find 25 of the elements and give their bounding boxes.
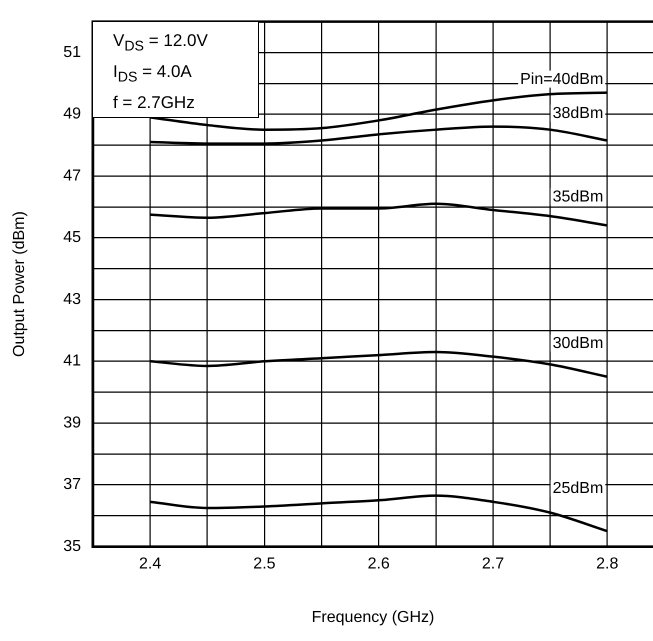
series-label: 35dBm xyxy=(552,188,604,206)
y-tick-label: 43 xyxy=(63,290,82,308)
y-tick-label: 45 xyxy=(63,229,82,246)
y-tick-label: 51 xyxy=(63,44,82,61)
y-tick-label: 49 xyxy=(63,106,82,123)
y-tick-label: 41 xyxy=(63,352,82,370)
y-tick-label: 47 xyxy=(63,167,82,184)
note-box: V$_{DS}$ = 12.0V I$_{DS}$ = 4.0A f = 2.7GHz xyxy=(92,22,259,118)
x-tick-label: 2.6 xyxy=(368,556,390,573)
annotation: V$_{DS}$ = 12.0V xyxy=(112,30,209,56)
y-tick-label: 37 xyxy=(63,476,82,494)
series-label: 38dBm xyxy=(552,105,604,122)
x-tick-label: 2.4 xyxy=(139,556,162,573)
annotation: f = 2.7GHz xyxy=(112,92,196,114)
x-tick-label: 2.7 xyxy=(482,556,504,573)
y-tick-label: 35 xyxy=(63,538,82,556)
annotation: I$_{DS}$ = 4.0A xyxy=(112,60,193,88)
x-axis-title: Frequency (GHz) xyxy=(312,608,434,626)
series-label: Pin=40dBm xyxy=(520,71,604,88)
x-tick-label: 2.5 xyxy=(253,556,276,573)
x-tick-label: 2.8 xyxy=(596,556,619,573)
series-label: 25dBm xyxy=(552,480,604,498)
y-axis-title: Output Power (dBm) xyxy=(11,211,28,358)
y-tick-label: 39 xyxy=(63,414,82,432)
series-label: 30dBm xyxy=(552,335,604,352)
